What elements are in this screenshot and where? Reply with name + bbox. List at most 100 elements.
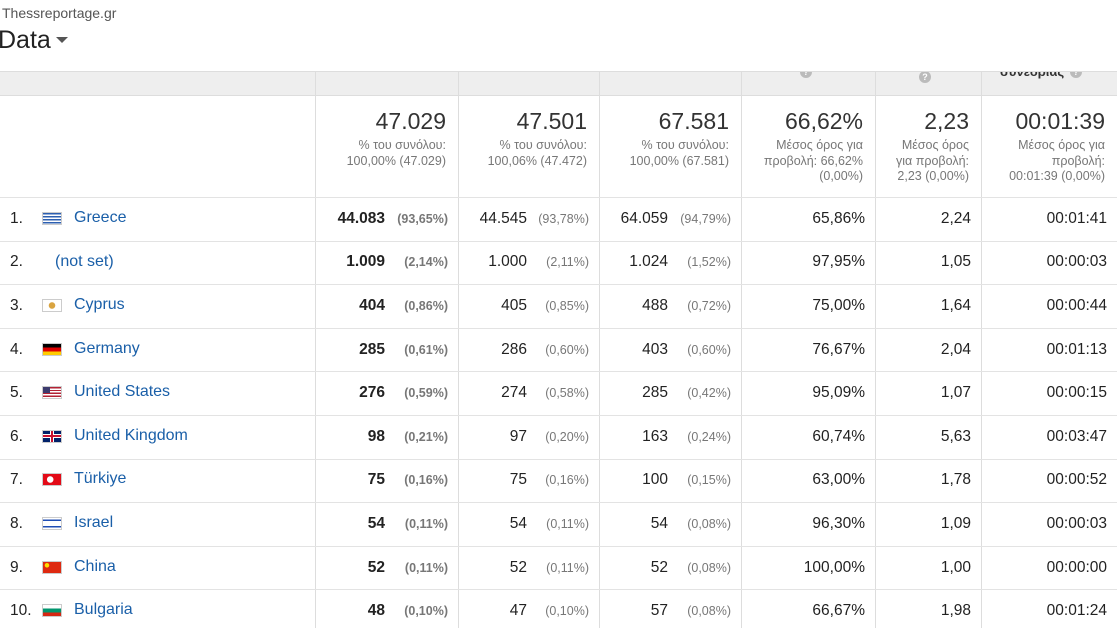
country-link[interactable]: (not set): [55, 253, 114, 271]
flag-icon: [42, 560, 62, 574]
rank: 8.: [10, 515, 23, 532]
metric-percent: (1,52%): [687, 255, 731, 270]
rank: 9.: [10, 558, 23, 576]
column-divider: [458, 71, 459, 628]
total-note: 100,00% (67.581): [629, 153, 729, 168]
total-note: 100,06% (47.472): [487, 153, 587, 168]
metric-value: 5,63: [940, 427, 971, 445]
metric-value: 60,74%: [812, 427, 865, 445]
metric-value: 97: [509, 427, 527, 445]
total-value: 47.501: [516, 108, 587, 134]
flag-icon: [42, 604, 62, 618]
metric-percent: (2,11%): [546, 255, 589, 270]
metric-percent: (0,15%): [687, 473, 731, 488]
total-note: % του συνόλου:: [641, 138, 729, 152]
row-divider: [0, 589, 1117, 591]
metric-value: 2,04: [940, 340, 971, 358]
column-divider: [599, 71, 600, 628]
row-divider: [0, 502, 1117, 504]
country-link[interactable]: United Kingdom: [74, 426, 188, 444]
metric-percent: (0,16%): [404, 473, 448, 488]
metric-percent: (94,79%): [680, 211, 731, 226]
rank: 6.: [10, 427, 23, 445]
total-value: 47.029: [375, 108, 446, 134]
row-divider: [0, 415, 1117, 416]
total-note: 100,00% (47.029): [346, 153, 446, 168]
dropdown-caret[interactable]: [56, 37, 68, 43]
metric-percent: (0,11%): [546, 560, 589, 575]
total-value: 66,62%: [784, 108, 863, 134]
metric-value: 52: [509, 558, 527, 576]
metric-value: 00:00:03: [1046, 253, 1107, 271]
row-divider: [0, 284, 1117, 286]
row-divider: [0, 327, 1117, 329]
metric-value: 1,64: [940, 297, 971, 314]
metric-percent: (93,78%): [538, 211, 589, 226]
row-divider: [0, 545, 1117, 547]
metric-value: 1.024: [629, 253, 668, 271]
help-icon[interactable]: ?: [800, 72, 812, 78]
total-note: προβολή:: [1051, 153, 1105, 168]
metric-value: 96,30%: [812, 515, 865, 532]
metric-value: 403: [642, 340, 668, 358]
total-note: % του συνόλου:: [358, 138, 446, 152]
column-divider: [315, 71, 316, 628]
column-divider: [875, 71, 876, 628]
help-icon[interactable]: ?: [1070, 72, 1082, 78]
country-link[interactable]: Cyprus: [74, 296, 125, 313]
rank: 5.: [10, 384, 23, 402]
metric-value: 1,09: [940, 515, 971, 532]
metric-value: 285: [359, 340, 385, 358]
metric-value: 54: [650, 515, 668, 532]
total-value: 67.581: [658, 108, 729, 134]
metric-value: 00:00:00: [1046, 558, 1107, 576]
country-link[interactable]: Türkiye: [74, 470, 127, 488]
metric-percent: (0,60%): [687, 342, 731, 357]
country-link[interactable]: China: [74, 557, 116, 575]
metric-percent: (0,10%): [404, 604, 448, 619]
total-note: για προβολή:: [896, 153, 969, 168]
metric-value: 75: [509, 471, 527, 489]
metric-percent: (0,72%): [687, 299, 731, 313]
metric-value: 00:00:52: [1046, 471, 1107, 489]
total-note: Μέσος όρος για: [776, 138, 863, 152]
metric-percent: (0,59%): [404, 386, 448, 401]
metric-value: 52: [367, 558, 385, 576]
metric-value: 00:03:47: [1046, 427, 1107, 445]
metric-value: 44.083: [337, 209, 385, 227]
rank: 4.: [10, 340, 23, 358]
country-link[interactable]: Israel: [74, 514, 114, 531]
country-link[interactable]: Greece: [74, 208, 127, 226]
metric-value: 97,95%: [812, 253, 865, 271]
flag-icon: [42, 386, 62, 400]
metric-value: 47: [509, 602, 527, 620]
rank: 1.: [10, 209, 23, 227]
metric-value: 1,78: [940, 471, 971, 489]
help-icon[interactable]: ?: [919, 72, 931, 83]
metric-value: 1,98: [940, 602, 971, 620]
country-link[interactable]: United States: [74, 383, 171, 401]
metric-percent: (0,11%): [404, 560, 448, 575]
metric-value: 44.545: [479, 209, 527, 227]
metric-value: 64.059: [620, 209, 668, 227]
row-divider: [0, 458, 1117, 460]
total-note: Μέσος όρος: [901, 138, 969, 152]
metric-percent: (2,14%): [404, 255, 448, 270]
country-link[interactable]: Bulgaria: [74, 601, 133, 619]
country-link[interactable]: Germany: [74, 339, 140, 357]
metric-value: 66,67%: [812, 602, 865, 620]
metric-value: 1,05: [940, 253, 971, 271]
metric-value: 2,24: [940, 209, 971, 227]
total-note: προβολή: 66,62%: [763, 153, 863, 168]
flag-icon: [42, 429, 62, 443]
metric-percent: (0,86%): [404, 299, 448, 313]
metric-value: 75: [367, 471, 385, 489]
metric-percent: (0,20%): [545, 429, 589, 444]
metric-value: 100: [642, 471, 668, 489]
flag-icon: [42, 517, 62, 530]
metric-value: 163: [642, 427, 668, 445]
total-value: 2,23: [924, 108, 969, 134]
metric-value: 1,00: [940, 558, 971, 576]
metric-value: 98: [367, 427, 385, 445]
view-title[interactable]: Data: [0, 26, 51, 54]
